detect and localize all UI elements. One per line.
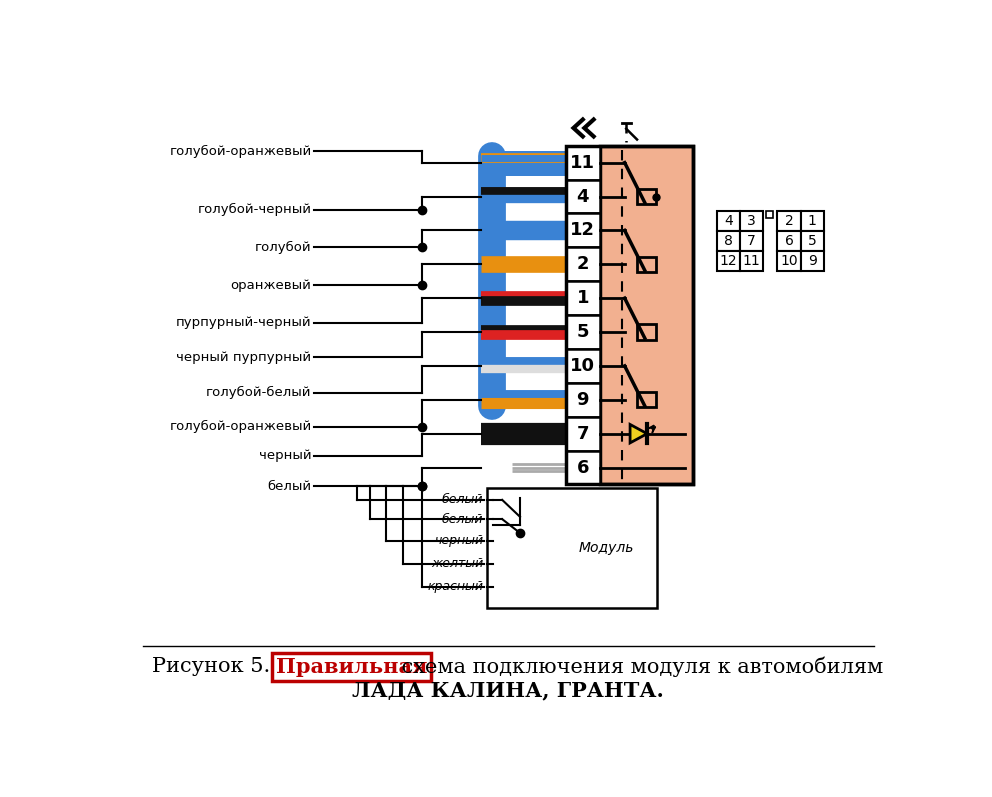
Polygon shape bbox=[630, 425, 647, 443]
Text: 8: 8 bbox=[724, 234, 733, 248]
Bar bbox=[637, 324, 657, 340]
Text: 4: 4 bbox=[576, 187, 589, 206]
Text: схема подключения модуля к автомобилям: схема подключения модуля к автомобилям bbox=[395, 657, 884, 677]
Text: 7: 7 bbox=[576, 425, 589, 442]
Bar bbox=[565, 383, 600, 417]
Bar bbox=[717, 231, 740, 251]
Bar bbox=[740, 251, 764, 271]
Bar bbox=[565, 179, 600, 214]
Bar bbox=[801, 211, 823, 231]
Text: 1: 1 bbox=[807, 214, 816, 228]
Text: 9: 9 bbox=[807, 254, 816, 268]
Text: голубой-оранжевый: голубой-оранжевый bbox=[170, 420, 311, 434]
Text: белый: белый bbox=[442, 493, 484, 506]
Text: голубой-оранжевый: голубой-оранжевый bbox=[170, 144, 311, 158]
Text: ЛАДА КАЛИНА, ГРАНТА.: ЛАДА КАЛИНА, ГРАНТА. bbox=[352, 680, 665, 700]
Text: 3: 3 bbox=[747, 214, 756, 228]
Bar bbox=[487, 489, 657, 607]
Text: 6: 6 bbox=[785, 234, 794, 248]
Text: 12: 12 bbox=[719, 254, 737, 268]
Bar bbox=[565, 417, 600, 450]
Text: желтый: желтый bbox=[432, 557, 484, 571]
Bar bbox=[778, 231, 801, 251]
Text: голубой-белый: голубой-белый bbox=[206, 387, 311, 399]
Text: красный: красный bbox=[428, 580, 484, 594]
Text: голубой-черный: голубой-черный bbox=[197, 203, 311, 216]
Text: 5: 5 bbox=[576, 323, 589, 341]
Bar bbox=[565, 315, 600, 349]
Text: Модуль: Модуль bbox=[578, 541, 634, 555]
Text: 2: 2 bbox=[576, 255, 589, 273]
Bar bbox=[565, 281, 600, 315]
Text: голубой: голубой bbox=[255, 241, 311, 254]
Text: 1: 1 bbox=[576, 289, 589, 307]
Text: 11: 11 bbox=[570, 154, 595, 171]
Bar bbox=[565, 349, 600, 383]
Text: черный: черный bbox=[259, 450, 311, 462]
Bar bbox=[778, 251, 801, 271]
Bar bbox=[600, 146, 692, 485]
Text: черный: черный bbox=[434, 534, 484, 548]
Bar bbox=[717, 211, 740, 231]
Text: 10: 10 bbox=[570, 357, 595, 375]
Text: 6: 6 bbox=[576, 458, 589, 477]
Text: белый: белый bbox=[268, 480, 311, 493]
Bar bbox=[565, 247, 600, 281]
Bar bbox=[740, 231, 764, 251]
Text: оранжевый: оранжевый bbox=[231, 279, 311, 292]
Bar bbox=[767, 211, 774, 218]
Text: пурпурный-черный: пурпурный-черный bbox=[176, 316, 311, 329]
Bar bbox=[565, 214, 600, 247]
Bar bbox=[717, 251, 740, 271]
Bar bbox=[565, 146, 692, 485]
Bar bbox=[801, 251, 823, 271]
Text: белый: белый bbox=[442, 512, 484, 526]
Text: 12: 12 bbox=[570, 222, 595, 239]
Bar bbox=[637, 392, 657, 407]
Bar bbox=[637, 257, 657, 272]
Text: 7: 7 bbox=[747, 234, 756, 248]
Text: 2: 2 bbox=[785, 214, 794, 228]
Bar bbox=[801, 231, 823, 251]
Text: Правильная: Правильная bbox=[276, 657, 428, 677]
Text: 11: 11 bbox=[743, 254, 761, 268]
Bar bbox=[565, 146, 600, 179]
Bar bbox=[565, 450, 600, 485]
Bar bbox=[637, 189, 657, 204]
Text: черный пурпурный: черный пурпурный bbox=[177, 351, 311, 364]
Text: 10: 10 bbox=[780, 254, 798, 268]
Bar bbox=[778, 211, 801, 231]
Text: 9: 9 bbox=[576, 391, 589, 409]
Text: 4: 4 bbox=[724, 214, 733, 228]
Text: Рисунок 5.: Рисунок 5. bbox=[152, 658, 277, 677]
Bar bbox=[740, 211, 764, 231]
Text: 5: 5 bbox=[807, 234, 816, 248]
